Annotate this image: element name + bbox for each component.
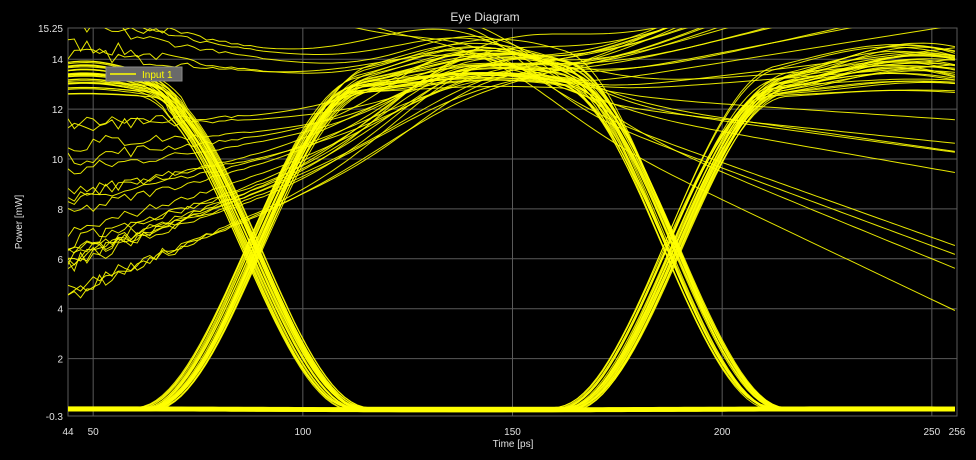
eye-trace [68, 60, 955, 411]
eye-trace [68, 28, 706, 262]
y-tick-label: 4 [57, 305, 63, 316]
eye-trace [68, 62, 955, 410]
y-axis-label: Power [mW] [14, 195, 25, 250]
legend-entry-input-1: Input 1 [142, 70, 173, 81]
y-tick-label: 12 [52, 105, 64, 116]
eye-trace [68, 28, 658, 251]
x-tick-label: 44 [62, 427, 74, 438]
axis-ticks: 44 50 100 150 200 250 256 -0.3 2 4 6 8 10 12 14 15.25 [38, 24, 966, 438]
eye-trace [481, 28, 956, 269]
eye-trace [68, 28, 729, 213]
y-tick-label: 2 [57, 355, 63, 366]
eye-trace [68, 72, 955, 409]
y-tick-label: 15.25 [38, 24, 63, 35]
eye-trace [68, 78, 955, 408]
eye-trace [83, 28, 955, 153]
eye-trace [68, 90, 955, 411]
eye-trace [376, 28, 956, 311]
eye-trace [68, 28, 718, 250]
eye-trace [68, 58, 955, 410]
x-axis-label: Time [ps] [493, 439, 534, 450]
y-tick-label: 8 [57, 205, 63, 216]
eye-trace [68, 409, 955, 412]
eye-trace [68, 28, 768, 206]
eye-trace [68, 28, 658, 296]
legend-box [105, 66, 183, 82]
eye-trace [68, 47, 955, 130]
x-tick-label: 250 [923, 427, 940, 438]
eye-trace [68, 28, 689, 237]
eye-trace [68, 28, 773, 202]
eye-trace [68, 28, 685, 254]
eye-trace [68, 73, 955, 409]
eye-trace [68, 53, 955, 412]
x-tick-label: 200 [714, 427, 731, 438]
eye-trace [68, 55, 955, 409]
eye-trace [68, 28, 702, 273]
eye-trace [68, 74, 955, 409]
x-tick-label: 50 [88, 427, 100, 438]
eye-trace [142, 28, 955, 173]
eye-trace [68, 409, 955, 412]
y-tick-label: 10 [52, 155, 64, 166]
eye-traces [68, 28, 956, 413]
x-tick-label: 256 [949, 427, 966, 438]
eye-trace [68, 54, 955, 412]
x-tick-label: 150 [504, 427, 521, 438]
eye-trace [68, 28, 942, 166]
y-tick-label: -0.3 [46, 412, 64, 423]
y-tick-label: 6 [57, 255, 63, 266]
legend[interactable]: Input 1 [105, 66, 183, 82]
chart-title: Eye Diagram [450, 10, 519, 24]
eye-trace [68, 28, 842, 196]
eye-trace [68, 28, 669, 265]
eye-trace [68, 28, 666, 299]
y-tick-label: 14 [52, 55, 64, 66]
x-tick-label: 100 [294, 427, 311, 438]
